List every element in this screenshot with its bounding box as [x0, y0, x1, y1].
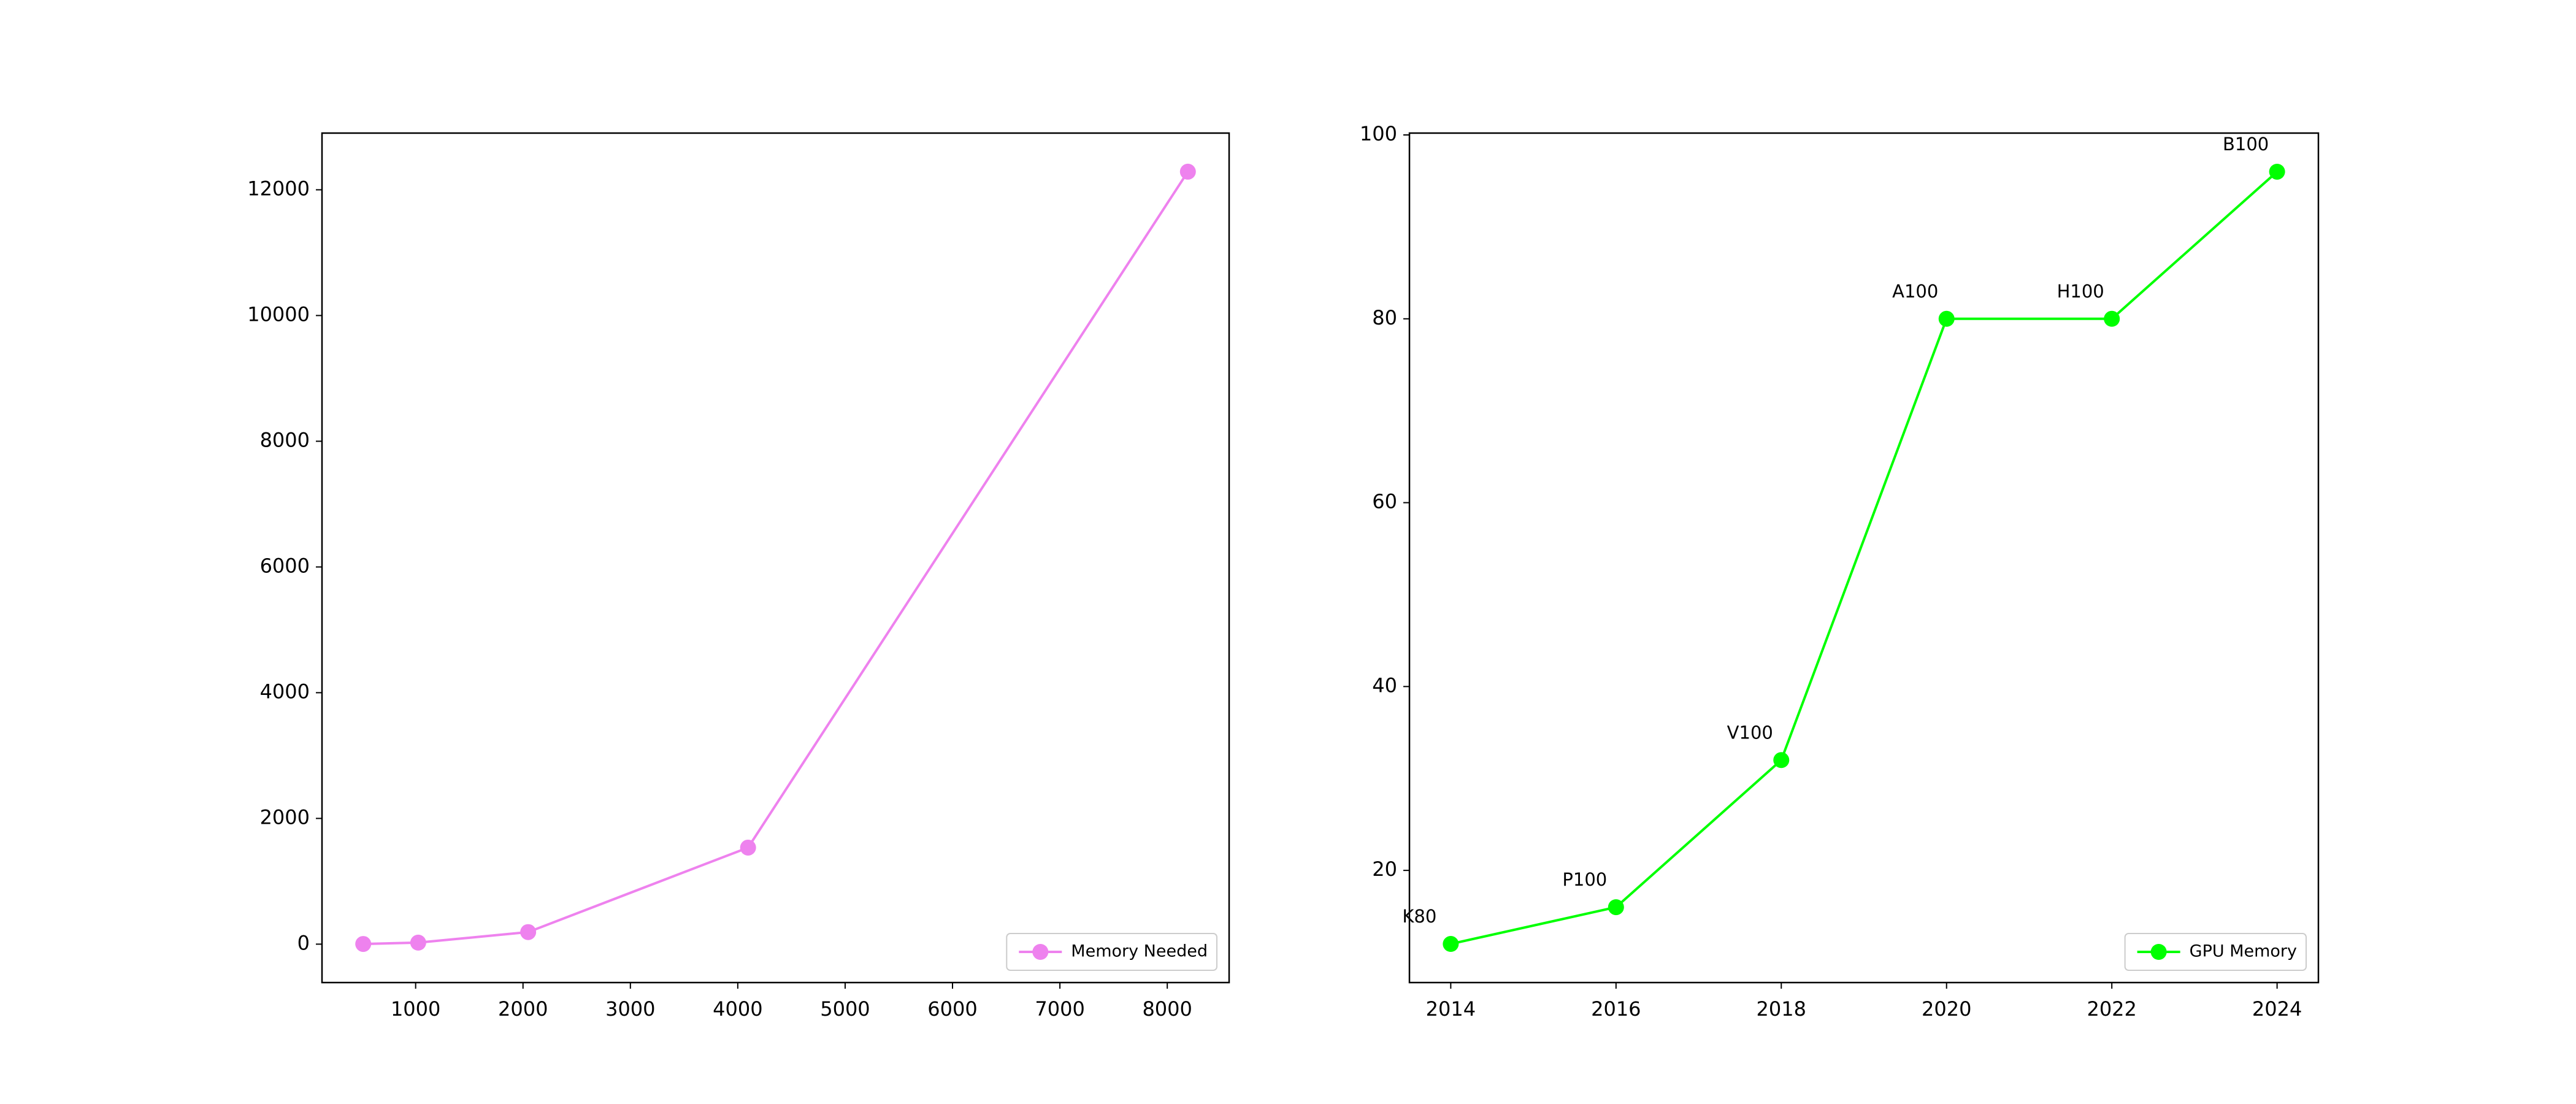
x-tick-label: 2014	[1426, 997, 1476, 1021]
x-tick-label: 7000	[1035, 997, 1084, 1021]
data-point	[1608, 899, 1624, 916]
x-tick-label: 8000	[1142, 997, 1192, 1021]
point-annotation: H100	[2057, 281, 2104, 302]
data-point	[1179, 163, 1196, 180]
y-tick-label: 12000	[247, 177, 310, 200]
data-point	[740, 839, 756, 856]
legend: GPU Memory	[2124, 933, 2307, 971]
y-tick-label: 20	[1372, 857, 1397, 881]
legend-label: Memory Needed	[1071, 942, 1208, 961]
plot-frame	[1408, 132, 2320, 984]
x-tick-label: 2022	[2087, 997, 2136, 1021]
x-tick-label: 2000	[498, 997, 548, 1021]
x-tick-label: 2018	[1757, 997, 1806, 1021]
y-tick-label: 4000	[260, 680, 310, 703]
legend: Memory Needed	[1006, 933, 1217, 971]
y-tick-label: 100	[1360, 122, 1397, 145]
data-point	[2104, 310, 2120, 327]
y-tick-label: 6000	[260, 554, 310, 577]
y-tick-label: 2000	[260, 805, 310, 829]
data-point	[2269, 163, 2285, 180]
y-tick-label: 10000	[247, 302, 310, 326]
x-tick-label: 2020	[1922, 997, 1971, 1021]
legend-marker	[2150, 944, 2167, 960]
data-point	[1938, 310, 1955, 327]
x-tick-label: 4000	[713, 997, 762, 1021]
point-annotation: V100	[1727, 722, 1773, 743]
data-line	[1450, 171, 2278, 945]
x-tick-label: 1000	[391, 997, 440, 1021]
point-annotation: A100	[1892, 281, 1938, 302]
y-tick-label: 40	[1372, 673, 1397, 697]
point-annotation: P100	[1562, 869, 1607, 890]
legend-box	[1006, 933, 1217, 971]
x-tick-label: 3000	[605, 997, 655, 1021]
y-tick-label: 80	[1372, 306, 1397, 329]
x-tick-label: 5000	[820, 997, 870, 1021]
data-point	[410, 934, 426, 951]
plot: 1000 2000 3000 4000 5000 6000 7000 8000 0 2000 400…	[247, 132, 1230, 1021]
point-annotation: B100	[2223, 134, 2269, 155]
x-tick-label: 2016	[1591, 997, 1641, 1021]
y-tick-label: 60	[1372, 490, 1397, 513]
data-point	[1773, 752, 1790, 769]
data-line	[363, 171, 1189, 946]
legend-marker	[1032, 944, 1049, 960]
legend-box	[2124, 933, 2307, 971]
plot: 2014 2016 2018 2020 2022 2024 20 40 60 80 100 K80 P1…	[1360, 122, 2320, 1021]
plot-frame	[321, 132, 1230, 984]
data-point	[355, 936, 372, 953]
x-tick-label: 2024	[2252, 997, 2302, 1021]
y-tick-label: 8000	[260, 428, 310, 451]
legend-label: GPU Memory	[2190, 942, 2297, 961]
data-point	[1443, 936, 1459, 953]
data-point	[520, 924, 537, 940]
x-tick-label: 6000	[927, 997, 977, 1021]
point-annotation: K80	[1402, 906, 1436, 927]
y-tick-label: 0	[297, 931, 310, 954]
